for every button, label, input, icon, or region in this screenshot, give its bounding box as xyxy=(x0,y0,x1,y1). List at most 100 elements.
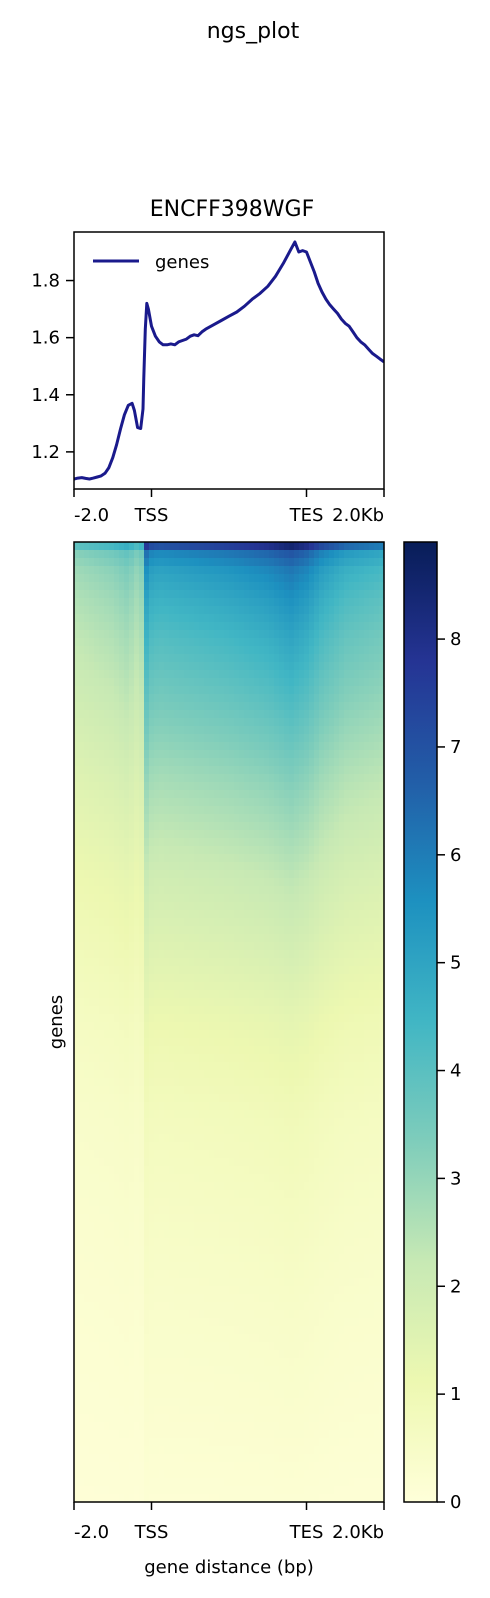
heatmap-cell xyxy=(99,718,105,727)
heatmap-cell xyxy=(114,1150,120,1159)
heatmap-cell xyxy=(129,1118,135,1127)
heatmap-cell xyxy=(289,782,295,791)
heatmap-cell xyxy=(164,1134,170,1143)
y-tick-label: 1.4 xyxy=(31,385,60,406)
heatmap-cell xyxy=(364,1022,370,1031)
heatmap-cell xyxy=(89,998,95,1007)
heatmap-cell xyxy=(304,1174,310,1183)
heatmap-cell xyxy=(204,1158,210,1167)
heatmap-cell xyxy=(374,974,380,983)
heatmap-cell xyxy=(189,846,195,855)
heatmap-cell xyxy=(194,1094,200,1103)
heatmap-cell xyxy=(204,918,210,927)
heatmap-cell xyxy=(244,1166,250,1175)
heatmap-cell xyxy=(84,686,90,695)
heatmap-cell xyxy=(269,542,275,551)
heatmap-cell xyxy=(279,1126,285,1135)
heatmap-cell xyxy=(339,646,345,655)
heatmap-cell xyxy=(324,1062,330,1071)
heatmap-cell xyxy=(94,782,100,791)
heatmap-cell xyxy=(354,1070,360,1079)
heatmap-cell xyxy=(279,894,285,903)
heatmap-cell xyxy=(329,1126,335,1135)
heatmap-cell xyxy=(139,710,145,719)
heatmap-cell xyxy=(359,734,365,743)
heatmap-cell xyxy=(154,782,160,791)
heatmap-cell xyxy=(359,686,365,695)
heatmap-cell xyxy=(244,1022,250,1031)
heatmap-cell xyxy=(349,790,355,799)
heatmap-cell xyxy=(359,782,365,791)
heatmap-cell xyxy=(329,1142,335,1151)
heatmap-cell xyxy=(104,822,110,831)
heatmap-cell xyxy=(219,742,225,751)
heatmap-cell xyxy=(89,798,95,807)
heatmap-cell xyxy=(124,1046,130,1055)
heatmap-cell xyxy=(164,1094,170,1103)
heatmap-cell xyxy=(129,1030,135,1039)
heatmap-cell xyxy=(164,702,170,711)
heatmap-cell xyxy=(104,622,110,631)
heatmap-cell xyxy=(144,926,150,935)
heatmap-cell xyxy=(144,1158,150,1167)
heatmap-cell xyxy=(214,582,220,591)
heatmap-cell xyxy=(164,1046,170,1055)
heatmap-cell xyxy=(269,1062,275,1071)
heatmap-cell xyxy=(104,990,110,999)
heatmap-cell xyxy=(314,1070,320,1079)
heatmap-cell xyxy=(114,614,120,623)
heatmap-cell xyxy=(154,958,160,967)
heatmap-cell xyxy=(99,1142,105,1151)
heatmap-cell xyxy=(279,702,285,711)
heatmap-cell xyxy=(159,1006,165,1015)
heatmap-cell xyxy=(209,758,215,767)
heatmap-cell xyxy=(74,1182,80,1191)
heatmap-cell xyxy=(314,710,320,719)
heatmap-cell xyxy=(284,1118,290,1127)
heatmap-cell xyxy=(309,662,315,671)
heatmap-cell xyxy=(189,1110,195,1119)
heatmap-cell xyxy=(244,1014,250,1023)
heatmap-cell xyxy=(314,1062,320,1071)
heatmap-cell xyxy=(324,542,330,551)
heatmap-cell xyxy=(294,1110,300,1119)
heatmap-cell xyxy=(114,822,120,831)
heatmap-cell xyxy=(149,1086,155,1095)
heatmap-cell xyxy=(324,790,330,799)
heatmap-cell xyxy=(349,646,355,655)
heatmap-cell xyxy=(189,1134,195,1143)
heatmap-cell xyxy=(84,830,90,839)
heatmap-cell xyxy=(314,814,320,823)
heatmap-cell xyxy=(264,574,270,583)
heatmap-cell xyxy=(234,894,240,903)
heatmap-cell xyxy=(374,838,380,847)
heatmap-cell xyxy=(209,902,215,911)
heatmap-cell xyxy=(159,958,165,967)
heatmap-cell xyxy=(239,702,245,711)
heatmap-cell xyxy=(229,662,235,671)
heatmap-cell xyxy=(159,990,165,999)
heatmap-cell xyxy=(94,1150,100,1159)
heatmap-cell xyxy=(259,1086,265,1095)
heatmap-cell xyxy=(79,910,85,919)
heatmap-cell xyxy=(79,878,85,887)
heatmap-cell xyxy=(304,1094,310,1103)
heatmap-cell xyxy=(164,918,170,927)
heatmap-cell xyxy=(299,662,305,671)
heatmap-cell xyxy=(314,838,320,847)
heatmap-cell xyxy=(104,966,110,975)
heatmap-cell xyxy=(114,910,120,919)
heatmap-cell xyxy=(339,1054,345,1063)
heatmap-cell xyxy=(269,718,275,727)
heatmap-cell xyxy=(229,1054,235,1063)
heatmap-cell xyxy=(169,582,175,591)
heatmap-cell xyxy=(284,998,290,1007)
heatmap-cell xyxy=(299,1022,305,1031)
heatmap-cell xyxy=(129,822,135,831)
heatmap-cell xyxy=(199,1102,205,1111)
heatmap-cell xyxy=(359,894,365,903)
heatmap-cell xyxy=(119,1078,125,1087)
heatmap-cell xyxy=(194,606,200,615)
heatmap-cell xyxy=(184,566,190,575)
heatmap-cell xyxy=(319,542,325,551)
